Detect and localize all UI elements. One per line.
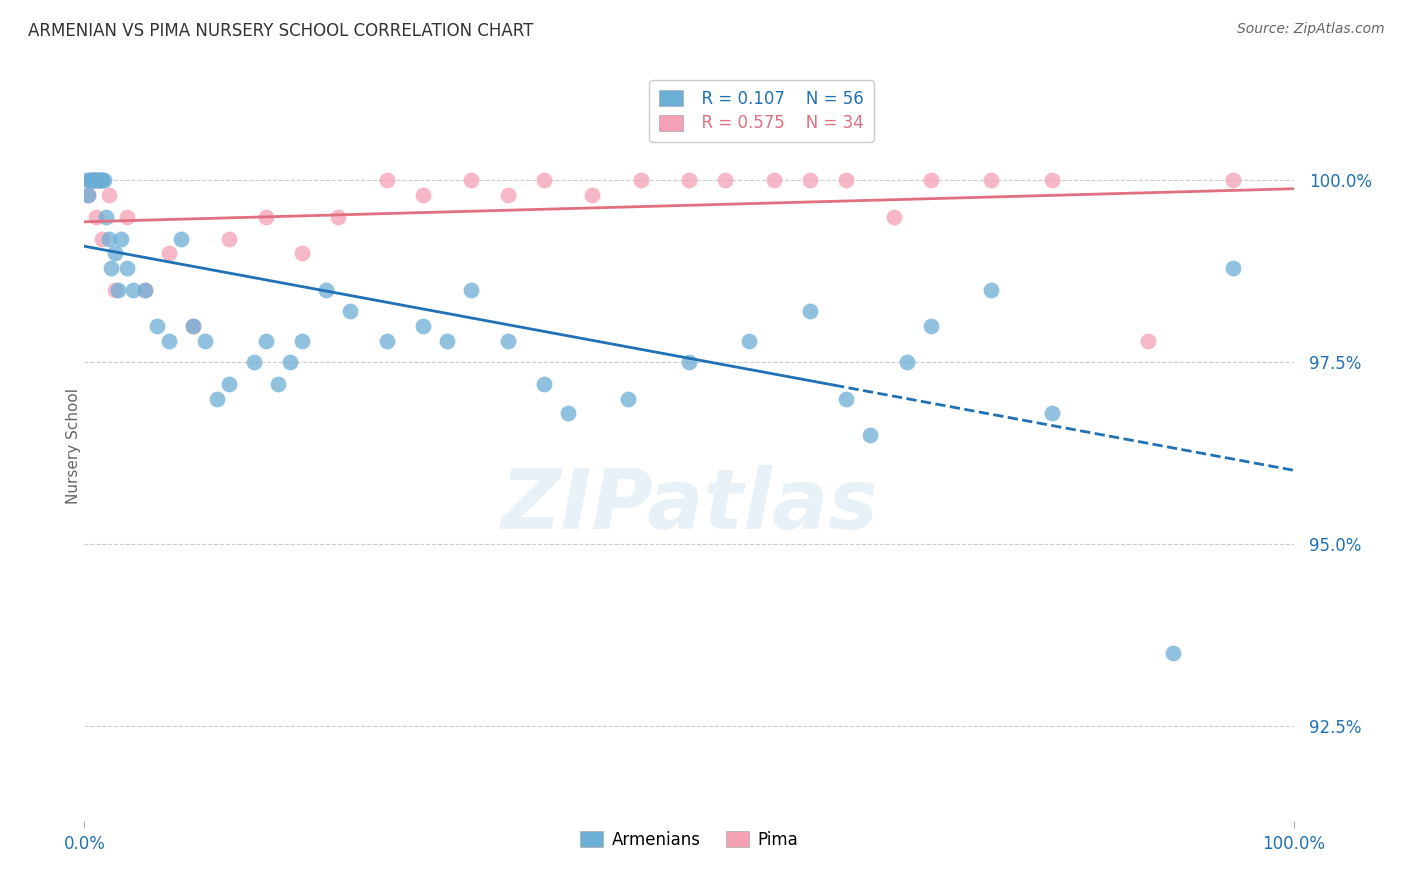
Point [76, 173, 98, 187]
Point [678, 173, 700, 187]
Point [84, 173, 107, 187]
Point [93, 173, 115, 187]
Point [630, 173, 652, 187]
Point [194, 334, 217, 348]
Point [678, 355, 700, 369]
Point [181, 318, 204, 333]
Point [980, 283, 1002, 297]
Point [89, 173, 111, 187]
Point [859, 428, 882, 442]
Point [278, 355, 301, 369]
Point [315, 283, 337, 297]
Point [82, 173, 104, 187]
Point [1222, 173, 1244, 187]
Point [375, 334, 398, 348]
Point [86, 210, 108, 224]
Text: ARMENIAN VS PIMA NURSERY SCHOOL CORRELATION CHART: ARMENIAN VS PIMA NURSERY SCHOOL CORRELAT… [28, 22, 533, 40]
Point [79, 173, 101, 187]
Point [100, 260, 122, 275]
Legend: Armenians, Pima: Armenians, Pima [572, 822, 806, 857]
Point [77, 188, 100, 202]
Point [533, 377, 555, 392]
Point [242, 355, 264, 369]
Point [115, 210, 138, 224]
Point [83, 173, 105, 187]
Point [121, 283, 143, 297]
Point [110, 232, 132, 246]
Point [134, 283, 156, 297]
Point [80, 173, 103, 187]
Point [91, 173, 114, 187]
Point [107, 283, 129, 297]
Point [835, 173, 858, 187]
Point [157, 246, 180, 260]
Point [799, 173, 821, 187]
Point [97, 232, 120, 246]
Point [254, 210, 277, 224]
Point [218, 232, 240, 246]
Point [291, 246, 314, 260]
Point [90, 173, 112, 187]
Point [738, 334, 761, 348]
Point [218, 377, 240, 392]
Text: Source: ZipAtlas.com: Source: ZipAtlas.com [1237, 22, 1385, 37]
Point [134, 283, 156, 297]
Point [496, 188, 519, 202]
Point [104, 283, 127, 297]
Point [291, 334, 314, 348]
Point [617, 392, 640, 406]
Point [97, 188, 120, 202]
Point [170, 232, 193, 246]
Point [104, 246, 127, 260]
Point [328, 210, 350, 224]
Point [835, 392, 858, 406]
Point [339, 304, 361, 318]
Point [86, 173, 108, 187]
Point [762, 173, 785, 187]
Point [86, 173, 108, 187]
Point [460, 283, 482, 297]
Point [77, 188, 100, 202]
Point [980, 173, 1002, 187]
Point [496, 334, 519, 348]
Point [207, 392, 229, 406]
Point [799, 304, 821, 318]
Point [87, 173, 110, 187]
Text: ZIPatlas: ZIPatlas [501, 466, 877, 547]
Point [883, 210, 905, 224]
Point [533, 173, 555, 187]
Point [920, 173, 942, 187]
Y-axis label: Nursery School: Nursery School [66, 388, 80, 504]
Point [181, 318, 204, 333]
Point [557, 406, 579, 420]
Point [87, 173, 110, 187]
Point [1040, 406, 1063, 420]
Point [412, 318, 434, 333]
Point [581, 188, 603, 202]
Point [714, 173, 737, 187]
Point [412, 188, 434, 202]
Point [1137, 334, 1160, 348]
Point [920, 318, 942, 333]
Point [1161, 646, 1184, 660]
Point [1222, 260, 1244, 275]
Point [79, 173, 101, 187]
Point [436, 334, 458, 348]
Point [157, 334, 180, 348]
Point [375, 173, 398, 187]
Point [83, 173, 105, 187]
Point [267, 377, 290, 392]
Point [1040, 173, 1063, 187]
Point [91, 232, 114, 246]
Point [146, 318, 169, 333]
Point [896, 355, 918, 369]
Point [115, 260, 138, 275]
Point [94, 210, 117, 224]
Point [460, 173, 482, 187]
Point [254, 334, 277, 348]
